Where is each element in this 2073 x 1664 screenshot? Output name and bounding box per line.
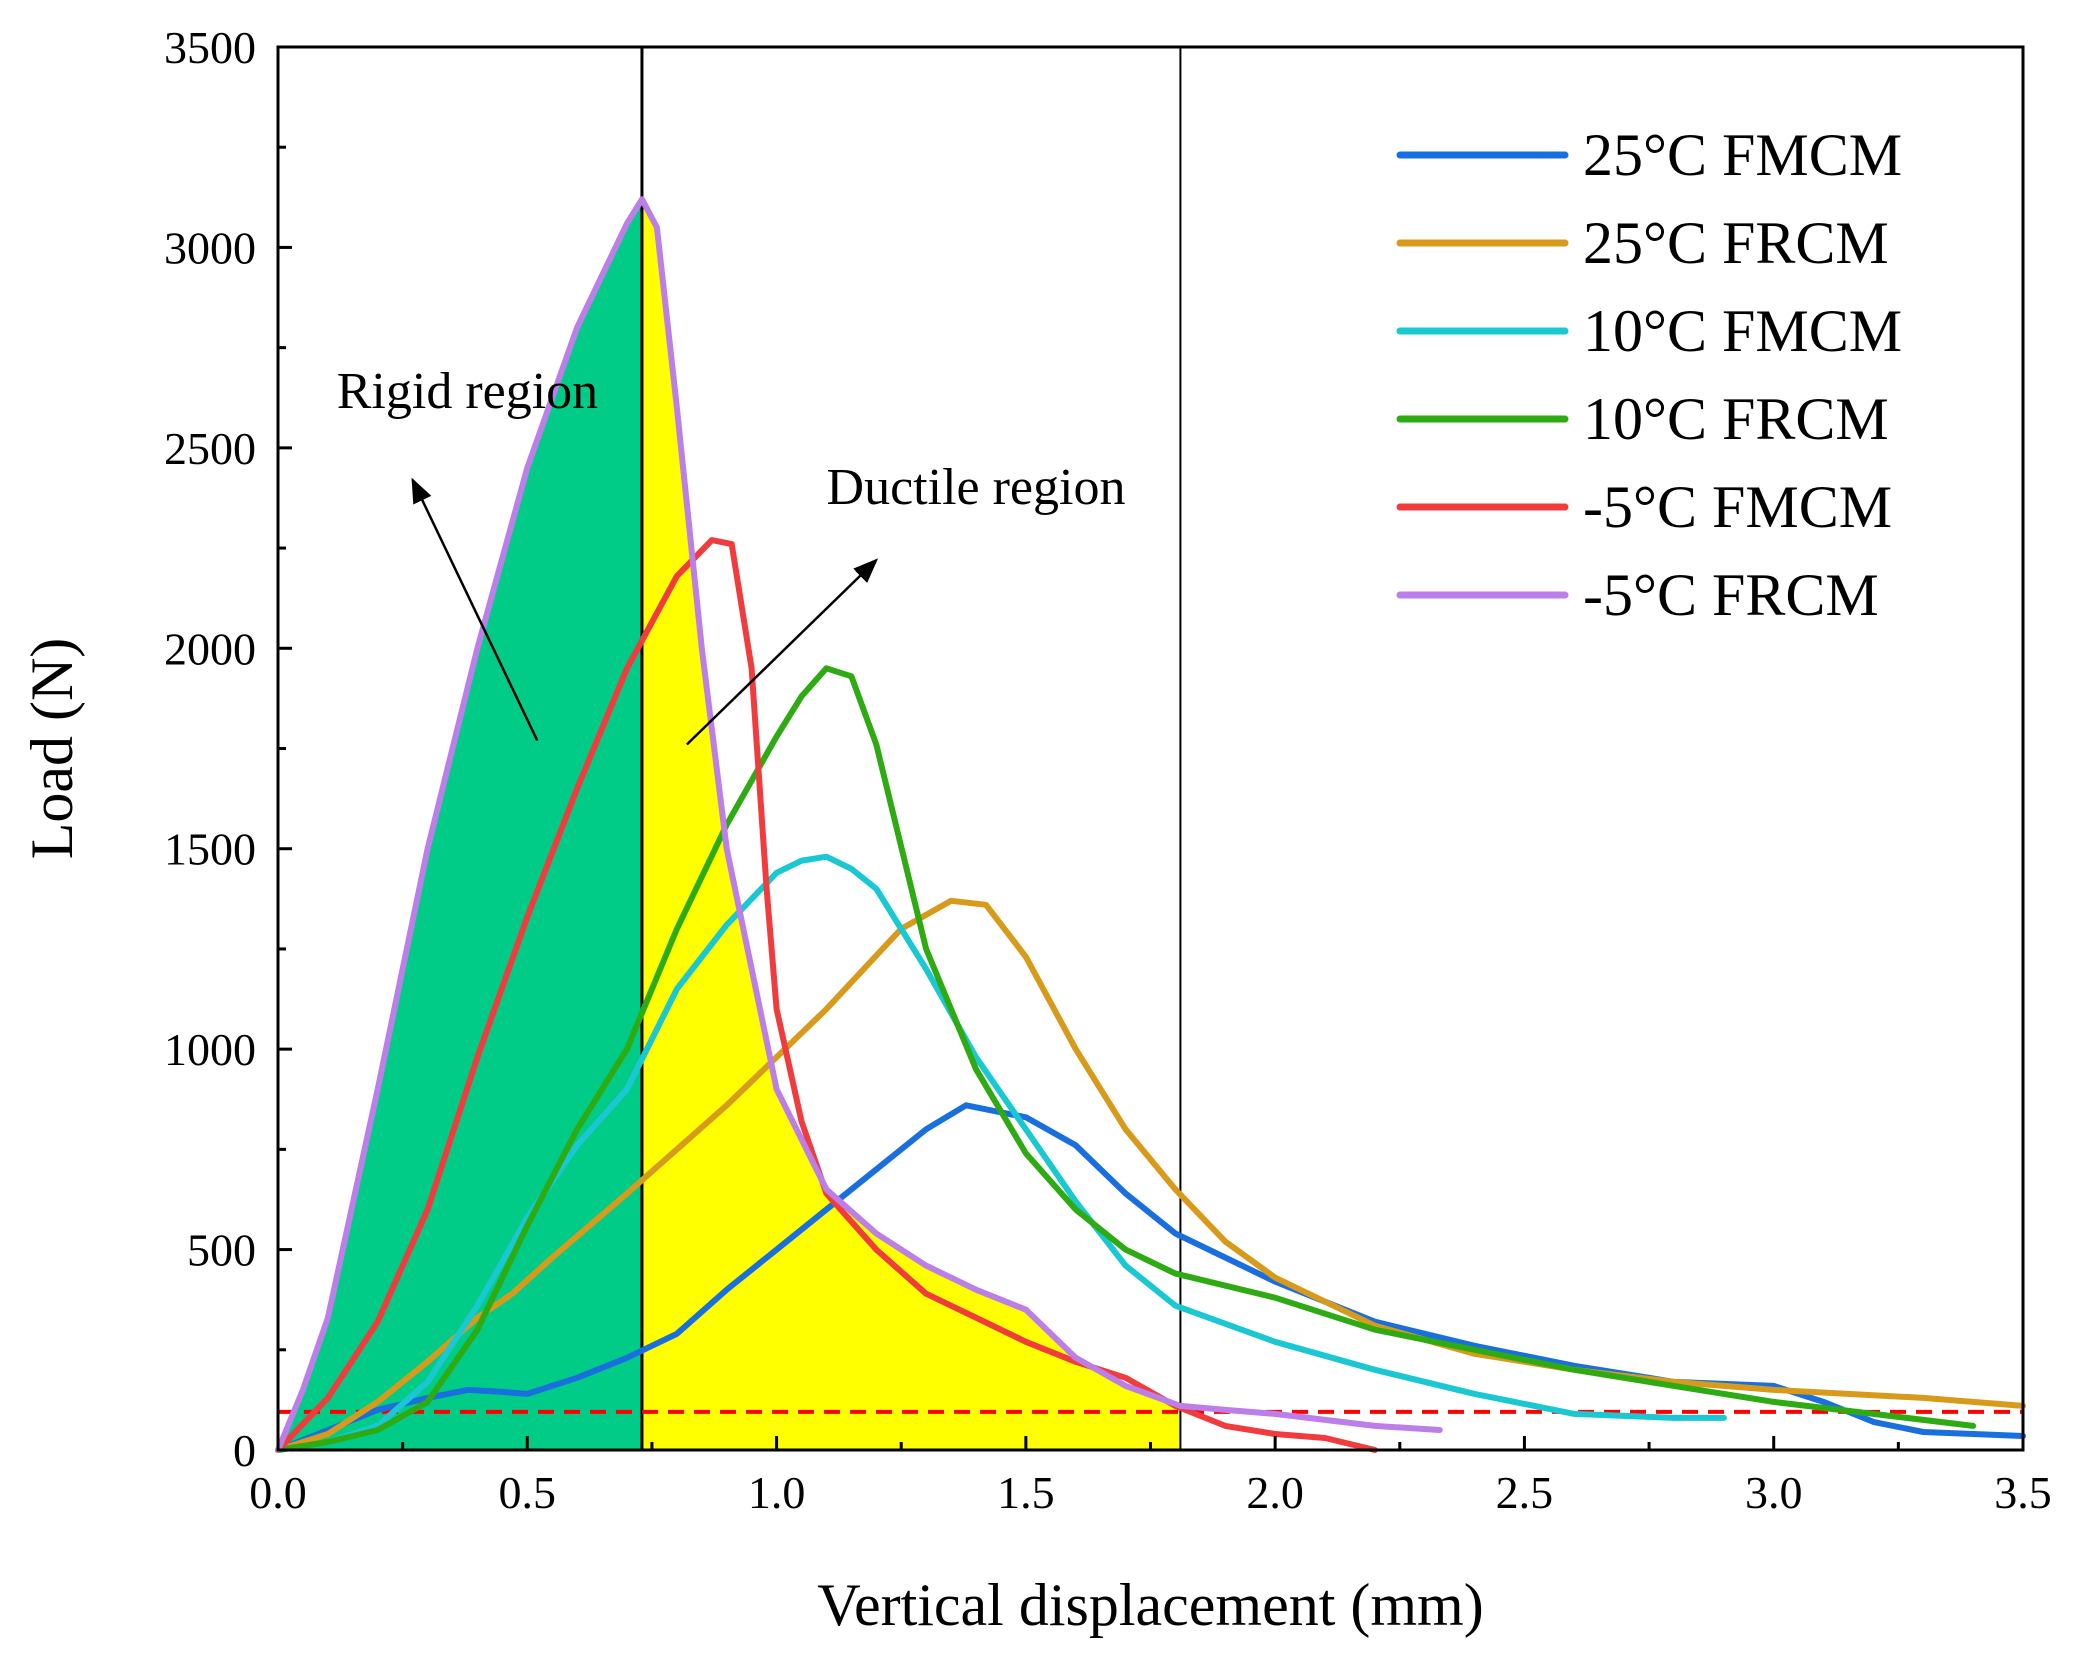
y-tick-label: 3000 bbox=[164, 222, 256, 273]
annotations: Rigid region Ductile region bbox=[337, 363, 1126, 746]
x-tick-label: 2.5 bbox=[1496, 1467, 1554, 1518]
annotation-arrow bbox=[411, 477, 539, 742]
x-tick-label: 1.5 bbox=[997, 1467, 1055, 1518]
axis-ticks: 0.0 0.5 1.0 1.5 2.0 2.5 3.0 3.5 0 500 1000 1500 2000… bbox=[164, 22, 2052, 1518]
legend-label: 10°C FRCM bbox=[1583, 386, 1889, 452]
x-tick-label: 1.0 bbox=[748, 1467, 806, 1518]
x-tick-label: 0.5 bbox=[499, 1467, 557, 1518]
x-tick-label: 0.0 bbox=[249, 1467, 307, 1518]
y-axis-title: Load (N) bbox=[19, 638, 85, 860]
region-boundary-lines bbox=[640, 47, 1182, 1450]
legend-label: 25°C FRCM bbox=[1583, 210, 1889, 276]
series-line bbox=[275, 196, 1443, 1453]
y-tick-label: 0 bbox=[233, 1425, 256, 1476]
y-tick-label: 2000 bbox=[164, 623, 256, 674]
legend-label: -5°C FRCM bbox=[1583, 562, 1879, 628]
series-line bbox=[275, 665, 1977, 1453]
x-tick-label: 2.0 bbox=[1246, 1467, 1304, 1518]
y-tick-label: 2500 bbox=[164, 423, 256, 474]
y-tick-label: 1000 bbox=[164, 1024, 256, 1075]
legend: 25°C FMCM 25°C FRCM 10°C FMCM 10°C FRCM -5°C… bbox=[1396, 122, 1902, 628]
x-tick-label: 3.5 bbox=[1994, 1467, 2052, 1518]
y-tick-label: 3500 bbox=[164, 22, 256, 73]
x-axis-title: Vertical displacement (mm) bbox=[817, 1572, 1483, 1638]
series-line bbox=[275, 853, 1727, 1453]
series-lines bbox=[275, 196, 2026, 1453]
annotation-arrow bbox=[685, 558, 879, 746]
region-fill-ductile bbox=[642, 199, 1181, 1450]
annotation-label: Rigid region bbox=[337, 363, 598, 420]
y-tick-label: 500 bbox=[187, 1225, 256, 1276]
legend-label: 10°C FMCM bbox=[1583, 298, 1902, 364]
legend-label: -5°C FMCM bbox=[1583, 474, 1892, 540]
annotation-label: Ductile region bbox=[827, 459, 1126, 516]
y-tick-label: 1500 bbox=[164, 824, 256, 875]
x-tick-label: 3.0 bbox=[1745, 1467, 1803, 1518]
legend-label: 25°C FMCM bbox=[1583, 122, 1902, 188]
